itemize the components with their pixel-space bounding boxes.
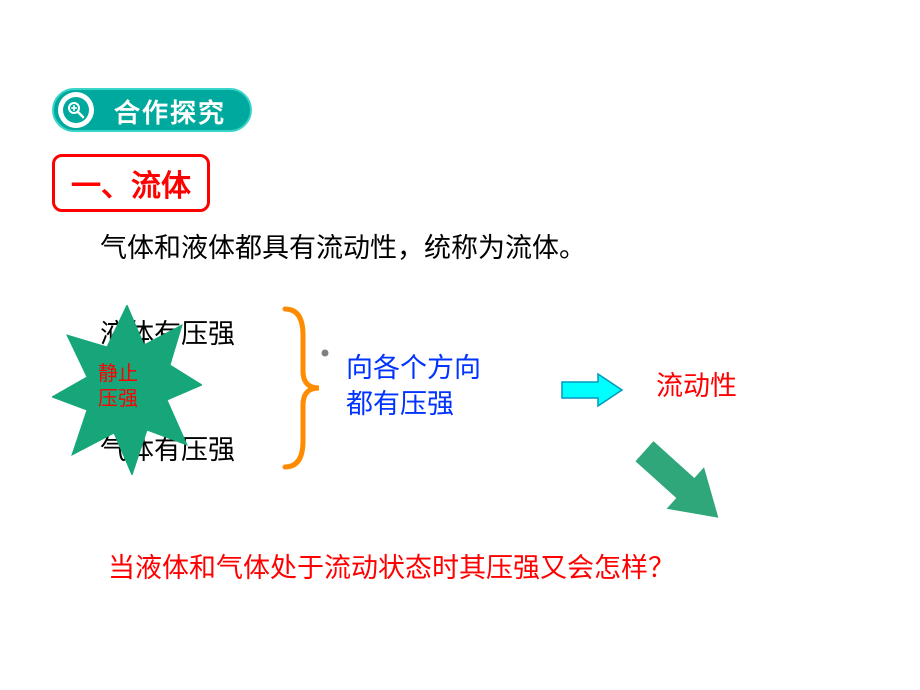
direction-line1: 向各个方向 [346,353,481,383]
fluidity-label: 流动性 [656,364,737,403]
brace-icon [277,305,323,471]
section-title: 一、流体 [71,170,191,203]
star-line1: 静止 [98,363,138,385]
star-line2: 压强 [98,388,138,410]
direction-line2: 都有压强 [346,389,454,419]
zoom-icon [66,100,86,120]
arrow-right-icon [560,372,626,408]
arrow-diagonal-icon [622,430,742,540]
direction-text: 向各个方向 都有压强 [346,350,481,423]
star-label: 静止 压强 [98,362,138,412]
body-text: 气体和液体都具有流动性，统称为流体。 [100,226,586,265]
badge-header: 合作探究 [52,88,252,132]
section-title-box: 一、流体 [52,154,210,212]
badge-label: 合作探究 [114,93,226,130]
question-text: 当液体和气体处于流动状态时其压强又会怎样？ [108,546,675,585]
